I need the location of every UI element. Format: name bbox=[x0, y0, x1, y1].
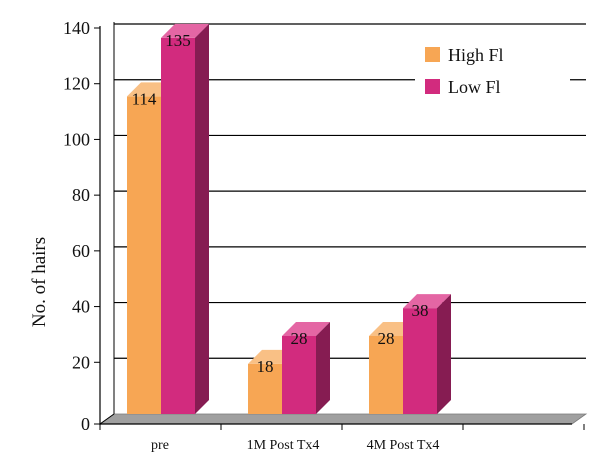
x-category-label: 1M Post Tx4 bbox=[247, 438, 320, 453]
y-axis-depth bbox=[99, 413, 115, 425]
legend: High Fl Low Fl bbox=[415, 42, 570, 110]
y-tick-label: 40 bbox=[72, 297, 90, 317]
bars bbox=[127, 23, 451, 415]
y-tick-label: 20 bbox=[72, 352, 90, 372]
y-tick-label: 0 bbox=[81, 414, 90, 434]
bar-top bbox=[161, 23, 209, 38]
bar-low-fl bbox=[403, 294, 451, 414]
data-label: 114 bbox=[132, 89, 157, 108]
bar-front bbox=[161, 37, 195, 415]
bar-low-fl bbox=[161, 23, 209, 415]
bar-side bbox=[316, 322, 330, 414]
chart-floor bbox=[98, 413, 588, 425]
legend-label: High Fl bbox=[448, 45, 504, 65]
y-tick-label: 60 bbox=[72, 241, 90, 261]
axes: 0 20 40 60 80 100 120 140 pre 1M Post Tx4 4M Post … bbox=[63, 18, 585, 453]
bar-front bbox=[403, 308, 437, 414]
bar-front bbox=[127, 96, 161, 414]
legend-swatch bbox=[425, 47, 440, 62]
y-tick-label: 140 bbox=[63, 18, 90, 38]
x-category-label: pre bbox=[151, 438, 169, 453]
bar-front bbox=[248, 363, 282, 414]
y-axis-title: No. of hairs bbox=[29, 237, 50, 327]
data-label: 28 bbox=[378, 329, 395, 348]
bar-front bbox=[369, 336, 403, 414]
bar-side bbox=[437, 294, 451, 414]
data-label: 18 bbox=[257, 357, 274, 376]
data-label: 38 bbox=[412, 301, 429, 320]
bar-top bbox=[403, 294, 451, 309]
bar-low-fl bbox=[282, 322, 330, 414]
chart-floor-plane bbox=[98, 413, 588, 425]
y-tick-label: 120 bbox=[63, 74, 90, 94]
data-labels: 114 18 28 135 28 38 bbox=[132, 31, 429, 376]
legend-swatch bbox=[425, 79, 440, 94]
bar-top bbox=[282, 322, 330, 336]
bar-front bbox=[282, 336, 316, 414]
data-label: 28 bbox=[291, 329, 308, 348]
legend-label: Low Fl bbox=[448, 77, 501, 97]
y-tick-label: 100 bbox=[63, 129, 90, 149]
x-category-label: 4M Post Tx4 bbox=[367, 438, 440, 453]
y-tick-label: 80 bbox=[72, 185, 90, 205]
data-label: 135 bbox=[165, 31, 191, 50]
legend-background bbox=[415, 42, 570, 110]
bar-side bbox=[195, 23, 209, 415]
